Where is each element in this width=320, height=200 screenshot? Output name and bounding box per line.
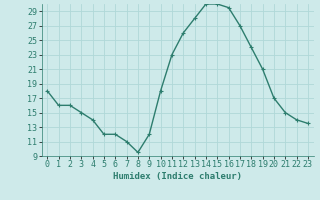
X-axis label: Humidex (Indice chaleur): Humidex (Indice chaleur) — [113, 172, 242, 181]
